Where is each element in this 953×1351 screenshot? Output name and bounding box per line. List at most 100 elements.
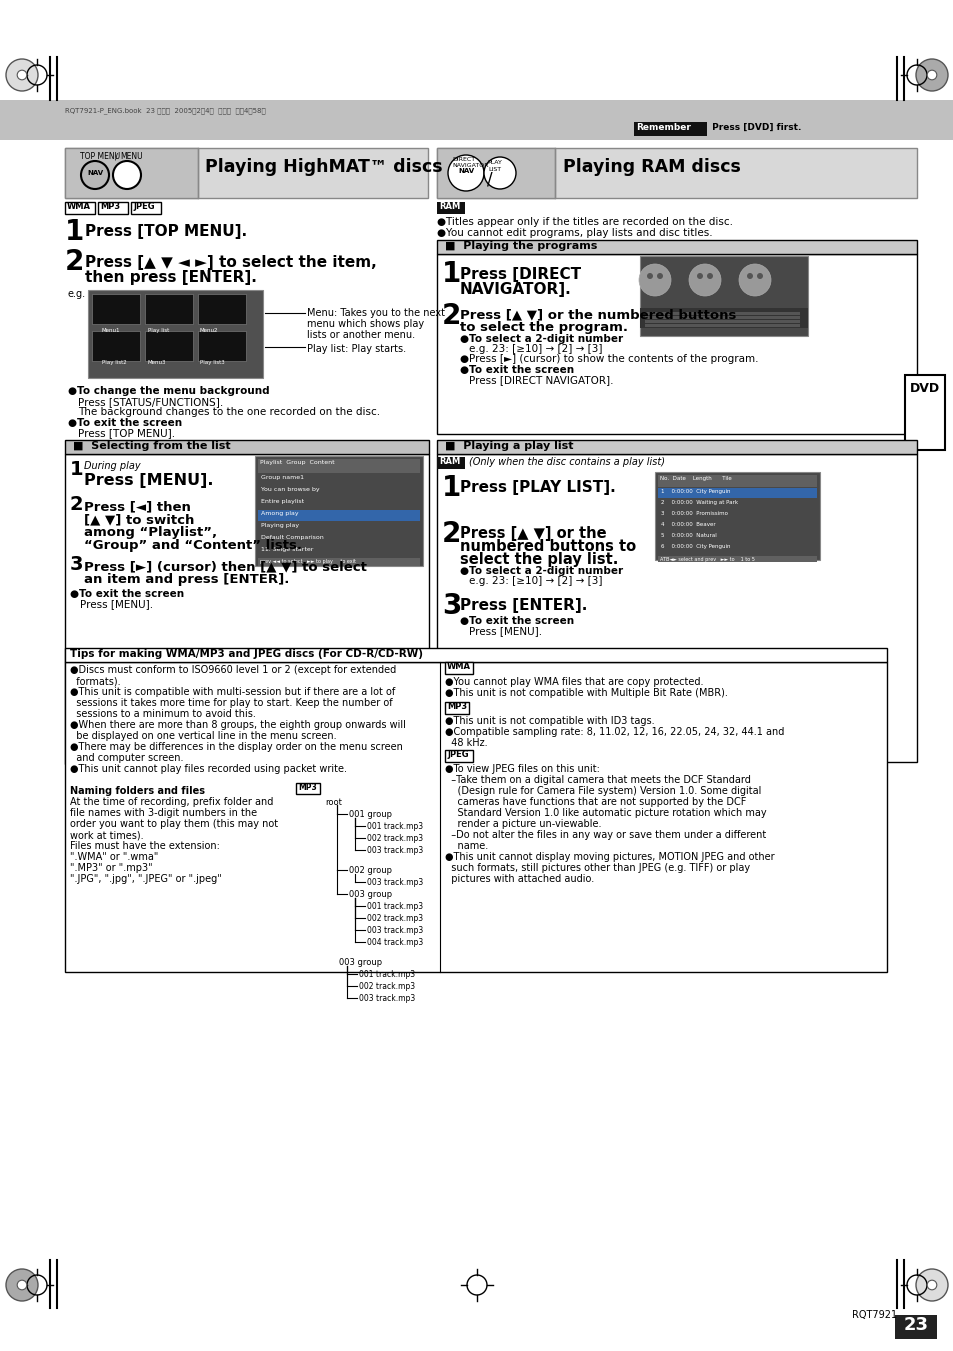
Bar: [658, 509, 816, 520]
Text: 001 track.mp3: 001 track.mp3: [367, 902, 423, 911]
Text: Press [▲ ▼ ◄ ►] to select the item,: Press [▲ ▼ ◄ ►] to select the item,: [85, 255, 376, 270]
Text: 2: 2: [441, 303, 461, 330]
Text: PLAY: PLAY: [487, 159, 502, 165]
Text: e.g. 23: [≥10] → [2] → [3]: e.g. 23: [≥10] → [2] → [3]: [469, 576, 602, 586]
Circle shape: [757, 273, 762, 280]
Text: 4    0:00:00  Beaver: 4 0:00:00 Beaver: [660, 521, 715, 527]
Circle shape: [6, 1269, 38, 1301]
Text: No.  Date    Length      Tile: No. Date Length Tile: [659, 476, 731, 481]
Text: sessions it takes more time for play to start. Keep the number of: sessions it takes more time for play to …: [70, 698, 393, 708]
Bar: [436, 149, 555, 199]
Bar: [254, 457, 422, 566]
Bar: [65, 440, 429, 454]
Text: Default Comparison: Default Comparison: [261, 535, 323, 540]
Text: 1    0:00:00  City Penguin: 1 0:00:00 City Penguin: [660, 489, 730, 494]
Text: e.g. 23: [≥10] → [2] → [3]: e.g. 23: [≥10] → [2] → [3]: [469, 345, 602, 354]
Text: (Only when the disc contains a play list): (Only when the disc contains a play list…: [469, 457, 664, 467]
Text: Remember: Remember: [636, 123, 690, 132]
Text: Press [DIRECT NAVIGATOR].: Press [DIRECT NAVIGATOR].: [469, 376, 613, 385]
Text: Press [DVD] first.: Press [DVD] first.: [708, 123, 801, 132]
Bar: [0, 100, 953, 141]
Bar: [639, 308, 807, 328]
Text: Press [▲ ▼] or the numbered buttons: Press [▲ ▼] or the numbered buttons: [459, 308, 736, 322]
Text: ●To exit the screen: ●To exit the screen: [70, 589, 184, 598]
Text: RQT7921: RQT7921: [851, 1310, 896, 1320]
Bar: [658, 557, 816, 562]
Text: 003 group: 003 group: [338, 958, 382, 967]
Bar: [436, 254, 916, 434]
Text: ●To exit the screen: ●To exit the screen: [459, 616, 574, 626]
Text: Press [MENU].: Press [MENU].: [80, 598, 153, 609]
Bar: [257, 499, 419, 509]
Text: JPEG: JPEG: [132, 203, 154, 211]
Text: 3: 3: [70, 555, 84, 574]
Circle shape: [639, 263, 670, 296]
Text: ●Titles appear only if the titles are recorded on the disc.: ●Titles appear only if the titles are re…: [436, 218, 732, 227]
Circle shape: [448, 155, 483, 190]
Bar: [257, 521, 419, 534]
Bar: [295, 784, 319, 794]
Bar: [198, 331, 246, 361]
Bar: [658, 532, 816, 542]
Text: such formats, still pictures other than JPEG (e.g. TIFF) or play: such formats, still pictures other than …: [444, 863, 749, 873]
Bar: [65, 662, 886, 971]
Text: 001 group: 001 group: [349, 811, 392, 819]
Bar: [658, 476, 816, 486]
Bar: [65, 149, 198, 199]
Circle shape: [706, 273, 712, 280]
Text: to select the program.: to select the program.: [459, 322, 627, 334]
Text: e.g.: e.g.: [68, 289, 86, 299]
Circle shape: [739, 263, 770, 296]
Bar: [145, 331, 193, 361]
Text: 3: 3: [441, 592, 461, 620]
Bar: [257, 486, 419, 497]
Text: 003 track.mp3: 003 track.mp3: [367, 925, 423, 935]
Text: ■  Playing the programs: ■ Playing the programs: [444, 240, 597, 251]
Text: name.: name.: [444, 842, 488, 851]
Text: ●To exit the screen: ●To exit the screen: [68, 417, 182, 428]
Bar: [257, 546, 419, 557]
Text: ●When there are more than 8 groups, the eighth group onwards will: ●When there are more than 8 groups, the …: [70, 720, 405, 730]
Text: Press [TOP MENU].: Press [TOP MENU].: [85, 224, 247, 239]
Text: Among play: Among play: [261, 511, 298, 516]
Text: DIRECT: DIRECT: [452, 157, 475, 162]
Text: NAV: NAV: [87, 170, 103, 176]
Text: ●Press [►] (cursor) to show the contents of the program.: ●Press [►] (cursor) to show the contents…: [459, 354, 758, 363]
Bar: [658, 543, 816, 553]
Text: ●To select a 2-digit number: ●To select a 2-digit number: [459, 334, 622, 345]
Text: 003 track.mp3: 003 track.mp3: [367, 846, 423, 855]
Text: 001 track.mp3: 001 track.mp3: [367, 821, 423, 831]
Text: Press [◄] then: Press [◄] then: [84, 500, 191, 513]
Text: Entire playlist: Entire playlist: [261, 499, 304, 504]
Circle shape: [483, 157, 516, 189]
Bar: [145, 295, 193, 324]
Text: Menu2: Menu2: [200, 328, 218, 332]
Text: At the time of recording, prefix folder and: At the time of recording, prefix folder …: [70, 797, 274, 807]
Text: 5    0:00:00  Natural: 5 0:00:00 Natural: [660, 534, 716, 538]
Bar: [257, 509, 419, 521]
Text: Tips for making WMA/MP3 and JPEG discs (For CD-R/CD-RW): Tips for making WMA/MP3 and JPEG discs (…: [70, 648, 422, 659]
Text: WMA: WMA: [67, 203, 91, 211]
Bar: [658, 488, 816, 499]
Text: You can browse by: You can browse by: [261, 486, 319, 492]
Text: MP3: MP3: [297, 784, 316, 792]
Circle shape: [112, 161, 141, 189]
Text: among “Playlist”,: among “Playlist”,: [84, 526, 217, 539]
Text: 48 kHz.: 48 kHz.: [444, 738, 487, 748]
Text: JPEG: JPEG: [447, 750, 468, 759]
Text: order you want to play them (this may not: order you want to play them (this may no…: [70, 819, 278, 830]
Text: Play list: Play list: [148, 328, 169, 332]
Text: ●To view JPEG files on this unit:: ●To view JPEG files on this unit:: [444, 765, 599, 774]
Text: ●This unit is not compatible with Multiple Bit Rate (MBR).: ●This unit is not compatible with Multip…: [444, 688, 727, 698]
Bar: [131, 203, 161, 213]
Text: Play list3: Play list3: [200, 359, 225, 365]
Bar: [436, 440, 916, 454]
Text: RAM: RAM: [438, 203, 459, 211]
Text: ●Discs must conform to ISO9660 level 1 or 2 (except for extended: ●Discs must conform to ISO9660 level 1 o…: [70, 665, 395, 676]
Circle shape: [926, 70, 936, 80]
Text: sessions to a minimum to avoid this.: sessions to a minimum to avoid this.: [70, 709, 255, 719]
Text: prev ◄◄ to select   ►► to play     to exit: prev ◄◄ to select ►► to play to exit: [260, 559, 355, 563]
Text: MP3: MP3: [447, 703, 467, 711]
Text: 1: 1: [65, 218, 84, 246]
Bar: [65, 648, 886, 662]
